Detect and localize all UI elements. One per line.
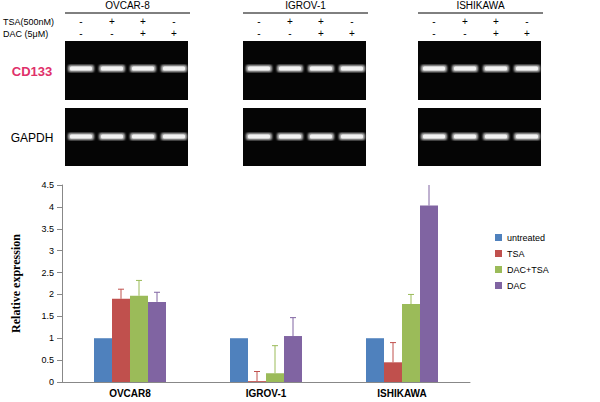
- svg-text:3: 3: [49, 246, 54, 256]
- svg-text:TSA(500nM): TSA(500nM): [3, 17, 54, 27]
- svg-text:0.5: 0.5: [41, 355, 54, 365]
- svg-text:+: +: [524, 28, 530, 39]
- svg-text:0: 0: [49, 377, 54, 387]
- svg-text:+: +: [349, 28, 355, 39]
- svg-text:-: -: [79, 28, 82, 39]
- svg-text:-: -: [79, 16, 82, 27]
- svg-text:+: +: [462, 16, 468, 27]
- svg-text:3.5: 3.5: [41, 224, 54, 234]
- svg-text:4: 4: [49, 202, 54, 212]
- svg-text:-: -: [525, 16, 528, 27]
- svg-text:ISHIKAWA: ISHIKAWA: [377, 388, 426, 399]
- svg-text:untreated: untreated: [507, 233, 545, 243]
- svg-text:OVCAR-8: OVCAR-8: [105, 0, 150, 11]
- svg-text:+: +: [109, 16, 115, 27]
- svg-text:-: -: [288, 28, 291, 39]
- svg-text:-: -: [257, 16, 260, 27]
- svg-text:+: +: [171, 28, 177, 39]
- svg-text:2.5: 2.5: [41, 268, 54, 278]
- svg-text:1: 1: [49, 333, 54, 343]
- svg-text:-: -: [350, 16, 353, 27]
- svg-text:Relative expression: Relative expression: [9, 234, 23, 333]
- svg-text:-: -: [257, 28, 260, 39]
- svg-text:ISHIKAWA: ISHIKAWA: [456, 0, 504, 11]
- svg-text:1.5: 1.5: [41, 311, 54, 321]
- svg-text:+: +: [140, 28, 146, 39]
- svg-text:-: -: [432, 28, 435, 39]
- svg-text:GAPDH: GAPDH: [11, 131, 54, 145]
- svg-text:-: -: [432, 16, 435, 27]
- svg-text:+: +: [287, 16, 293, 27]
- svg-text:+: +: [140, 16, 146, 27]
- svg-text:-: -: [172, 16, 175, 27]
- svg-text:+: +: [493, 16, 499, 27]
- svg-text:-: -: [110, 28, 113, 39]
- svg-text:2: 2: [49, 289, 54, 299]
- svg-text:4.5: 4.5: [41, 180, 54, 190]
- svg-text:TSA: TSA: [507, 249, 525, 259]
- svg-text:IGROV-1: IGROV-1: [285, 0, 326, 11]
- svg-text:DAC (5μM): DAC (5μM): [3, 29, 48, 39]
- svg-text:+: +: [318, 16, 324, 27]
- svg-text:CD133: CD133: [12, 64, 52, 79]
- svg-text:DAC+TSA: DAC+TSA: [507, 265, 549, 275]
- svg-text:+: +: [318, 28, 324, 39]
- svg-text:OVCAR8: OVCAR8: [109, 388, 151, 399]
- svg-text:IGROV-1: IGROV-1: [246, 388, 287, 399]
- svg-text:-: -: [463, 28, 466, 39]
- svg-text:DAC: DAC: [507, 281, 527, 291]
- svg-text:+: +: [493, 28, 499, 39]
